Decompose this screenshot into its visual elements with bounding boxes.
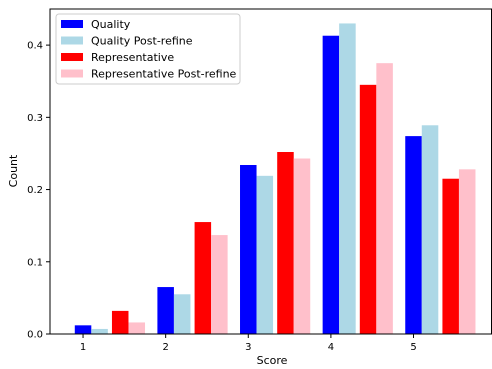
bar-1-1 <box>74 325 92 334</box>
y-tick-label: 0.2 <box>27 185 43 196</box>
bar-2-2 <box>173 294 191 334</box>
bar-3-5 <box>442 178 459 334</box>
bar-1-2 <box>157 287 174 334</box>
bar-3-1 <box>111 310 129 334</box>
legend-label-1: Quality <box>91 18 131 31</box>
y-tick-label: 0.3 <box>27 113 43 124</box>
x-tick-label: 5 <box>410 342 416 353</box>
y-ticks: 0.0 0.1 0.2 0.3 0.4 <box>27 41 50 341</box>
bar-1-5 <box>405 136 422 334</box>
legend: Quality Quality Post-refine Representative… <box>55 13 241 85</box>
bar-3-3 <box>277 152 294 334</box>
legend-label-2: Quality Post-refine <box>91 35 193 48</box>
y-tick-label: 0.1 <box>27 257 43 268</box>
bar-3-2 <box>194 222 212 334</box>
legend-swatch-1 <box>61 20 83 28</box>
bar-2-5 <box>421 125 439 334</box>
bars-layer <box>74 23 476 335</box>
bar-4-4 <box>376 63 393 335</box>
legend-swatch-2 <box>61 36 83 45</box>
legend-box <box>55 13 241 85</box>
x-tick-label: 1 <box>80 342 86 353</box>
x-tick-label: 4 <box>328 342 334 353</box>
bar-4-3 <box>293 158 311 334</box>
legend-swatch-3 <box>61 53 83 61</box>
x-tick-label: 2 <box>162 342 168 353</box>
y-axis-label: Count <box>7 154 20 187</box>
bar-1-3 <box>240 165 257 334</box>
bar-2-4 <box>339 23 356 334</box>
legend-label-4: Representative Post-refine <box>91 68 237 81</box>
bar-4-1 <box>128 322 146 334</box>
bar-2-1 <box>91 328 108 334</box>
bar-4-5 <box>458 169 476 334</box>
x-ticks: 1 2 3 4 5 <box>80 334 417 353</box>
bar-4-2 <box>211 235 228 334</box>
bar-1-4 <box>322 35 340 334</box>
x-axis-label: Score <box>257 354 288 367</box>
y-tick-label: 0.4 <box>27 41 43 52</box>
bar-2-3 <box>256 175 274 334</box>
x-tick-label: 3 <box>245 342 251 353</box>
y-tick-label: 0.0 <box>27 330 43 341</box>
legend-swatch-4 <box>61 69 83 78</box>
bar-3-4 <box>359 84 377 334</box>
legend-label-3: Representative <box>91 51 174 64</box>
